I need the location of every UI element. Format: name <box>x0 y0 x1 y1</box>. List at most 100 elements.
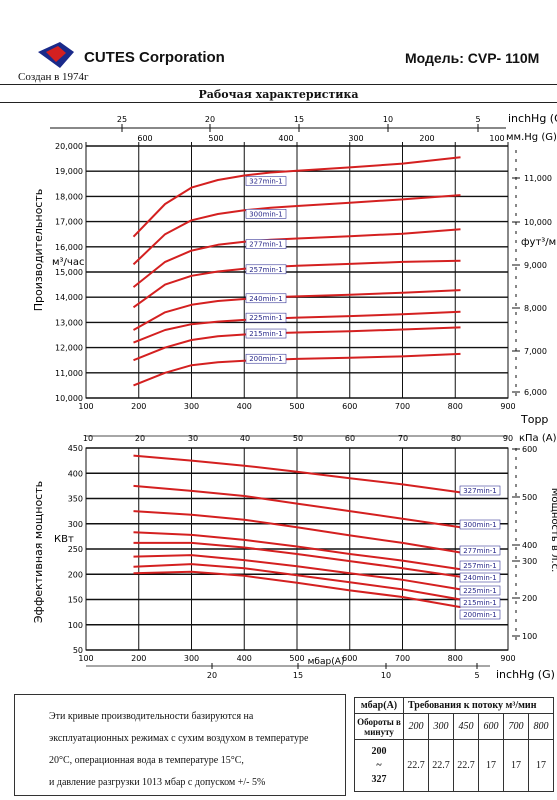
power-series-label: 200min-1 <box>463 611 497 619</box>
kpa-tick-label: 30 <box>188 434 198 443</box>
note-line: и давление разгрузки 1013 мбар с допуско… <box>49 777 266 788</box>
power-curve-215min-1 <box>133 563 461 601</box>
cfm-tick-label: 11,000 <box>524 174 552 183</box>
header-divider <box>0 84 557 85</box>
power-y-tick-label: 300 <box>68 520 83 529</box>
kpa-tick-label: 10 <box>83 434 93 443</box>
inhg-tick-label: 20 <box>205 115 215 124</box>
model-name: Модель: CVP- 110M <box>405 50 540 66</box>
kpa-tick-label: 50 <box>293 434 303 443</box>
mmhg-tick-label: 300 <box>348 134 363 143</box>
power-curve-277min-1 <box>133 510 461 554</box>
capacity-series-label: 240min-1 <box>249 295 283 303</box>
power-series-label-box <box>459 572 501 583</box>
power-series-label-box <box>459 597 501 608</box>
table-value: 17 <box>528 739 554 792</box>
power-y-tick-label: 250 <box>68 545 83 554</box>
table-title: Требования к потоку м³/мин <box>403 697 554 714</box>
power-curve-240min-1 <box>133 541 461 578</box>
note-line: эксплуатационных режимах с сухим воздухо… <box>49 733 309 744</box>
flow-requirements-table: мбар(A) Требования к потоку м³/мин Оборо… <box>354 697 557 797</box>
capacity-y-tick-label: 17,000 <box>55 218 83 227</box>
table-value: 17 <box>478 739 504 792</box>
power-x-tick-label: 400 <box>237 654 252 663</box>
power-series-label: 257min-1 <box>463 562 497 570</box>
table-pressure: 700 <box>503 713 529 740</box>
capacity-y-tick-label: 10,000 <box>55 394 83 403</box>
kpa-axis-label: кПа (A) <box>519 433 557 444</box>
capacity-series-label: 225min-1 <box>249 314 283 322</box>
kpa-tick-label: 20 <box>135 434 145 443</box>
capacity-series-label-box <box>245 353 287 364</box>
capacity-x-tick-label: 100 <box>78 402 93 411</box>
hp-tick-label: 200 <box>522 594 537 603</box>
capacity-series-label: 257min-1 <box>249 266 283 274</box>
power-y-tick-label: 150 <box>68 596 83 605</box>
power-curve-200min-1 <box>133 570 461 609</box>
capacity-x-tick-label: 300 <box>184 402 199 411</box>
power-y-tick-label: 450 <box>68 444 83 453</box>
power-curve-300min-1 <box>133 484 461 529</box>
capacity-curve-327min-1 <box>132 156 461 238</box>
table-row-header: Обороты в минуту <box>354 713 404 740</box>
power-x-tick-label: 100 <box>78 654 93 663</box>
capacity-y-tick-label: 19,000 <box>55 167 83 176</box>
founded-year: Создан в 1974г <box>18 71 89 83</box>
kpa-tick-label: 90 <box>503 434 513 443</box>
power-series-label-box <box>459 485 501 496</box>
power-series-label: 215min-1 <box>463 599 497 607</box>
torr-axis-label: Торр <box>520 413 548 426</box>
power-curve-225min-1 <box>133 554 461 591</box>
power-series-label-box <box>459 545 501 556</box>
capacity-y-tick-label: 20,000 <box>55 142 83 151</box>
kpa-tick-label: 60 <box>345 434 355 443</box>
power-x-tick-label: 800 <box>448 654 463 663</box>
mmhg-tick-label: 500 <box>208 134 223 143</box>
capacity-y-tick-label: 11,000 <box>55 369 83 378</box>
mmhg-axis-label: мм.Hg (G) <box>506 132 557 143</box>
rpm-min: 200 <box>371 745 387 757</box>
cfm-tick-label: 7,000 <box>524 347 547 356</box>
capacity-unit: м³/час <box>52 257 84 268</box>
bottom-inhg-tick-label: 5 <box>474 671 479 680</box>
capacity-series-label: 200min-1 <box>249 355 283 363</box>
table-pressure: 200 <box>403 713 429 740</box>
power-series-label: 300min-1 <box>463 521 497 529</box>
cutes-logo <box>38 42 74 68</box>
capacity-x-tick-label: 200 <box>131 402 146 411</box>
power-series-label-box <box>459 560 501 571</box>
table-value: 17 <box>503 739 529 792</box>
kpa-tick-label: 80 <box>451 434 461 443</box>
capacity-x-tick-label: 800 <box>448 402 463 411</box>
power-x-tick-label: 900 <box>500 654 515 663</box>
table-col-header: мбар(A) <box>354 697 404 714</box>
cfm-tick-label: 10,000 <box>524 218 552 227</box>
bottom-inhg-axis-label: inchHg (G) <box>496 668 555 681</box>
mmhg-tick-label: 600 <box>137 134 152 143</box>
capacity-x-tick-label: 900 <box>500 402 515 411</box>
inhg-tick-label: 10 <box>383 115 393 124</box>
rpm-max: 327 <box>371 773 387 785</box>
note-line: Эти кривые производительности базируются… <box>49 711 254 722</box>
capacity-x-tick-label: 500 <box>289 402 304 411</box>
power-series-label: 225min-1 <box>463 587 497 595</box>
capacity-curve-300min-1 <box>132 194 461 266</box>
rpm-sep: ~ <box>376 759 382 771</box>
power-y-tick-label: 200 <box>68 570 83 579</box>
capacity-series-label-box <box>245 264 287 275</box>
capacity-y-tick-label: 14,000 <box>55 293 83 302</box>
mmhg-tick-label: 400 <box>278 134 293 143</box>
capacity-series-label: 300min-1 <box>249 210 283 218</box>
hp-tick-label: 500 <box>522 493 537 502</box>
kpa-tick-label: 70 <box>398 434 408 443</box>
power-y-tick-label: 100 <box>68 621 83 630</box>
table-value: 22.7 <box>428 739 454 792</box>
power-series-label-box <box>459 609 501 620</box>
bottom-inhg-tick-label: 15 <box>293 671 303 680</box>
inhg-tick-label: 25 <box>117 115 127 124</box>
table-rpm-range: 200 ~ 327 <box>354 739 404 792</box>
bottom-inhg-tick-label: 20 <box>207 671 217 680</box>
capacity-series-label: 277min-1 <box>249 241 283 249</box>
power-x-tick-label: 200 <box>131 654 146 663</box>
mbar-axis-label: мбар(A) <box>308 657 345 667</box>
